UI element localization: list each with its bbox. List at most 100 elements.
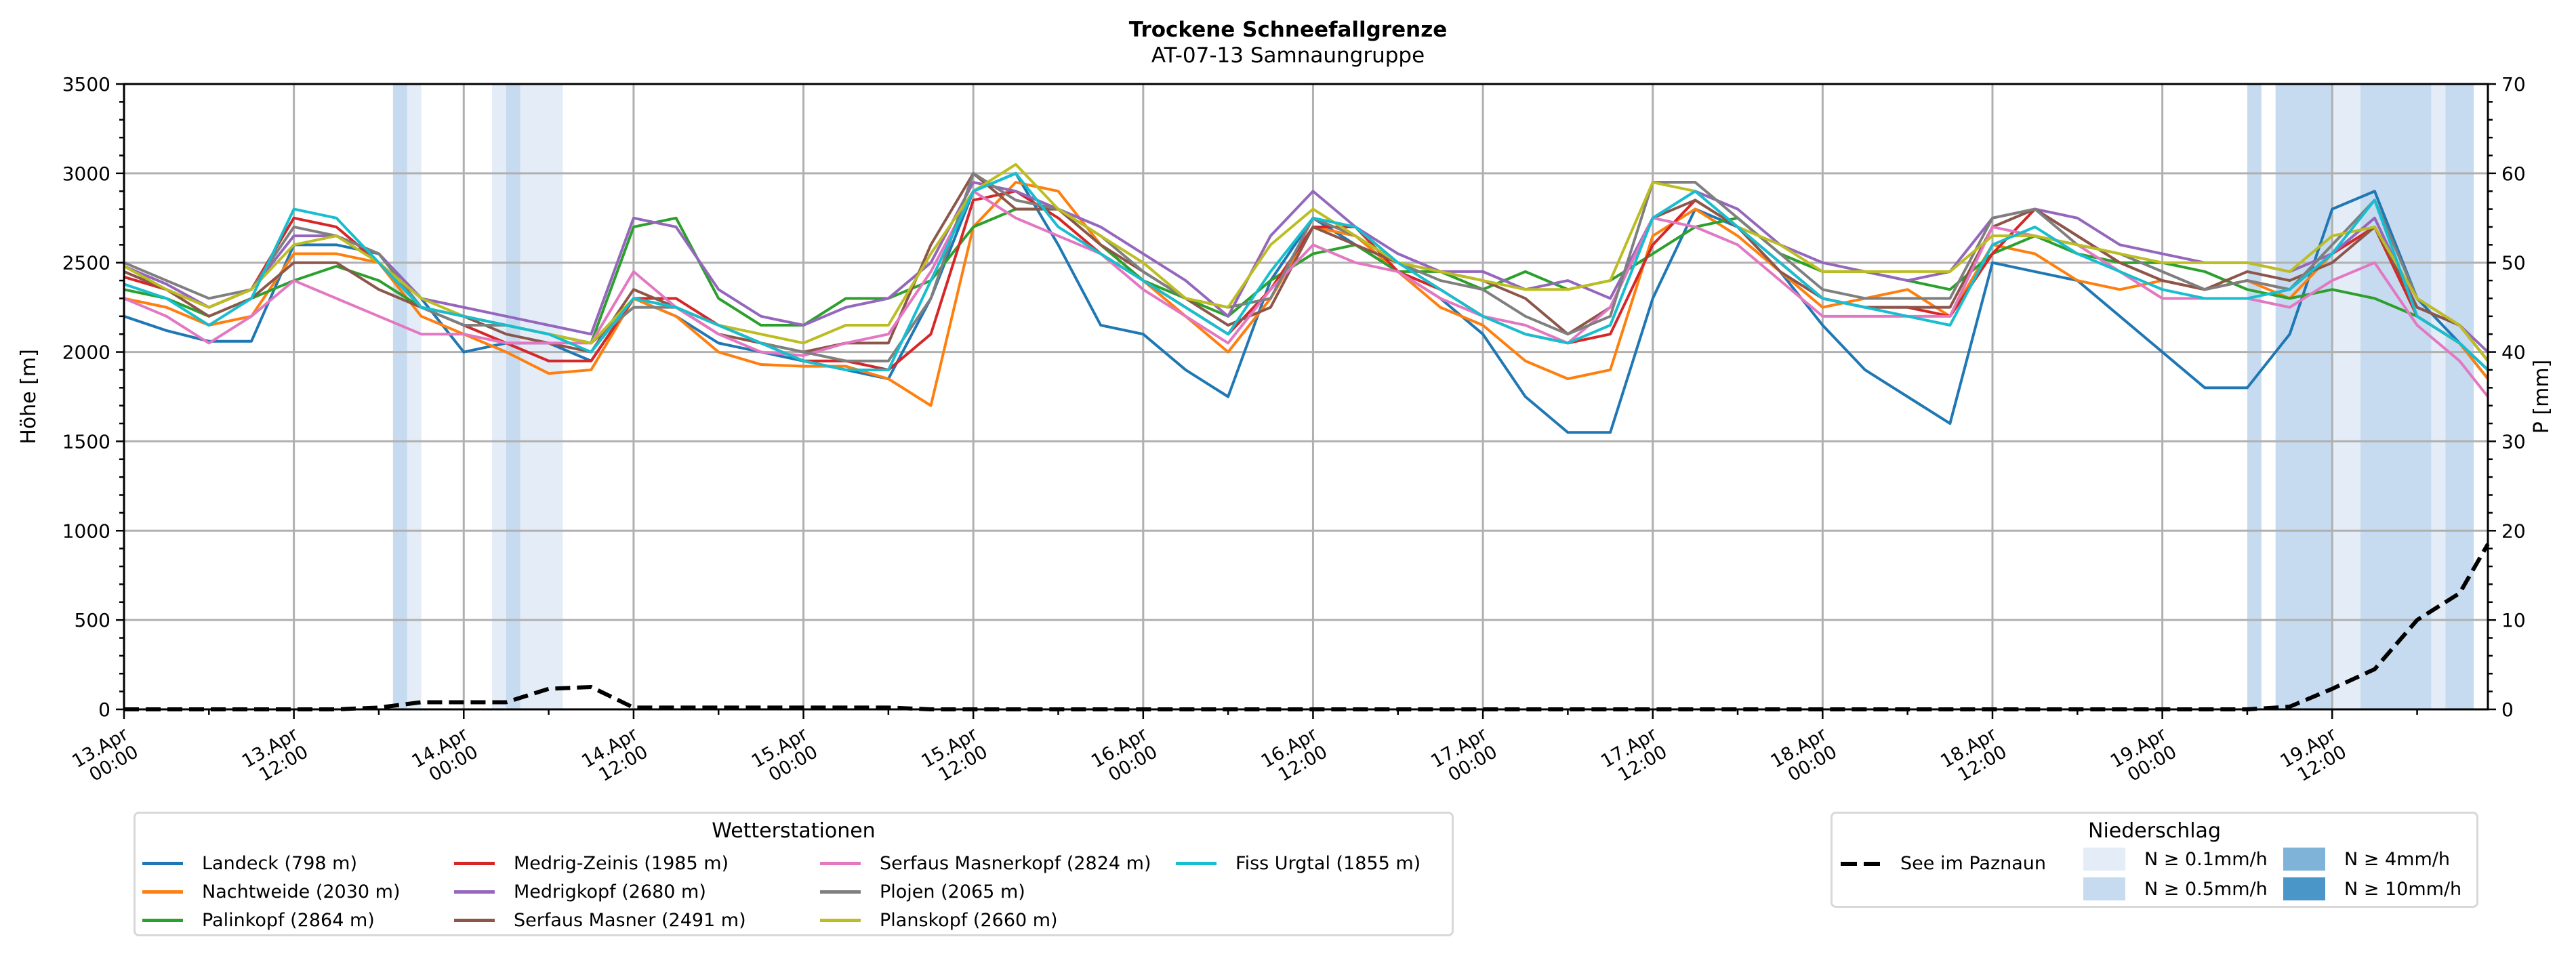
stations-legend-title: Wetterstationen [712,819,876,843]
legend-swatch [2083,877,2125,900]
legend-swatch [820,919,861,922]
legend-label: Fiss Urgtal (1855 m) [1235,853,1421,874]
y-tick-label: 2000 [62,341,110,364]
legend-label: N ≥ 10mm/h [2344,878,2462,900]
legend-label: See im Paznaun [1900,853,2046,874]
precip-band [2247,84,2262,709]
legend-label: N ≥ 0.1mm/h [2144,848,2268,870]
y-tick-label: 3500 [62,73,110,96]
y2-tick-label: 60 [2501,163,2526,185]
legend-item-precip-level: N ≥ 10mm/h [2283,877,2461,900]
y2-tick-label: 0 [2501,699,2514,721]
y-tick-label: 500 [75,609,110,631]
series-line-6 [123,190,2489,398]
y-axis-label: Höhe [m] [17,349,41,444]
legend-item-station: Serfaus Masnerkopf (2824 m) [820,853,1151,874]
precip-band [2431,84,2446,709]
legend-swatch [454,890,495,894]
precip-legend-title: Niederschlag [2088,819,2221,843]
chart-subtitle: AT-07-13 Samnaungruppe [1151,43,1425,68]
legend-swatch [820,862,861,865]
series-line-0 [123,171,2489,434]
legend-label: Nachtweide (2030 m) [202,881,401,902]
legend-item-precip-level: N ≥ 0.1mm/h [2083,848,2268,871]
y2-tick-label: 30 [2501,430,2526,453]
y2-tick-label: 40 [2501,341,2526,364]
precip-band [2275,84,2333,709]
legend-item-station: Fiss Urgtal (1855 m) [1176,853,1420,874]
precip-line-see-im-paznaun [124,543,2490,711]
y-tick-label: 1000 [62,520,110,542]
y-tick-label: 3000 [62,163,110,185]
legend-swatch [142,919,183,922]
legend-item-station: Planskopf (2660 m) [820,910,1058,931]
y-tick-label: 2500 [62,252,110,274]
series-line-4 [123,181,2489,354]
legend-swatch [1176,862,1217,865]
legend-swatch [454,862,495,865]
legend-item-station: Serfaus Masner (2491 m) [454,910,746,931]
legend-label: Medrigkopf (2680 m) [514,881,706,902]
legend-item-station: Medrigkopf (2680 m) [454,881,706,902]
series-line-5 [123,171,2489,362]
stations-legend: Wetterstationen Landeck (798 m) Nachtweid… [134,812,1454,936]
legend-swatch [2083,848,2125,871]
y2-tick-label: 10 [2501,609,2526,631]
series-line-9 [123,171,2489,371]
legend-item-station: Landeck (798 m) [142,853,357,874]
legend-label: Medrig-Zeinis (1985 m) [514,853,729,874]
precip-legend: Niederschlag See im Paznaun N ≥ 0.1mm/h N … [1831,812,2478,908]
legend-item-station: Nachtweide (2030 m) [142,881,400,902]
precip-band [2360,84,2432,709]
legend-label: Plojen (2065 m) [880,881,1025,902]
y-tick-label: 1500 [62,430,110,453]
legend-item-station: Plojen (2065 m) [820,881,1025,902]
precip-band [492,84,506,709]
legend-dash-swatch [1841,861,1881,866]
precip-band [520,84,563,709]
legend-label: Serfaus Masner (2491 m) [514,910,746,931]
legend-swatch [2283,877,2325,900]
legend-swatch [2283,848,2325,871]
y2-tick-label: 50 [2501,252,2526,274]
precip-band [506,84,520,709]
legend-label: N ≥ 0.5mm/h [2144,878,2268,900]
precip-band [407,84,422,709]
y2-tick-label: 70 [2501,73,2526,96]
legend-label: Landeck (798 m) [202,853,357,874]
legend-swatch [142,890,183,894]
legend-label: Serfaus Masnerkopf (2824 m) [880,853,1151,874]
chart-title: Trockene Schneefallgrenze [1128,18,1448,42]
legend-item-see-im-paznaun: See im Paznaun [1841,853,2046,874]
axes-frame [123,83,2489,711]
legend-item-precip-level: N ≥ 4mm/h [2283,848,2450,871]
legend-item-station: Medrig-Zeinis (1985 m) [454,853,729,874]
legend-item-precip-level: N ≥ 0.5mm/h [2083,877,2268,900]
precip-band [392,84,407,709]
legend-label: Planskopf (2660 m) [880,910,1058,931]
legend-swatch [454,919,495,922]
legend-label: N ≥ 4mm/h [2344,848,2450,870]
legend-swatch [820,890,861,894]
legend-swatch [142,862,183,865]
y2-tick-label: 20 [2501,520,2526,542]
y2-axis-label: P [mm] [2530,360,2554,434]
precip-band [2332,84,2361,709]
legend-item-station: Palinkopf (2864 m) [142,910,375,931]
y-tick-label: 0 [98,699,110,721]
